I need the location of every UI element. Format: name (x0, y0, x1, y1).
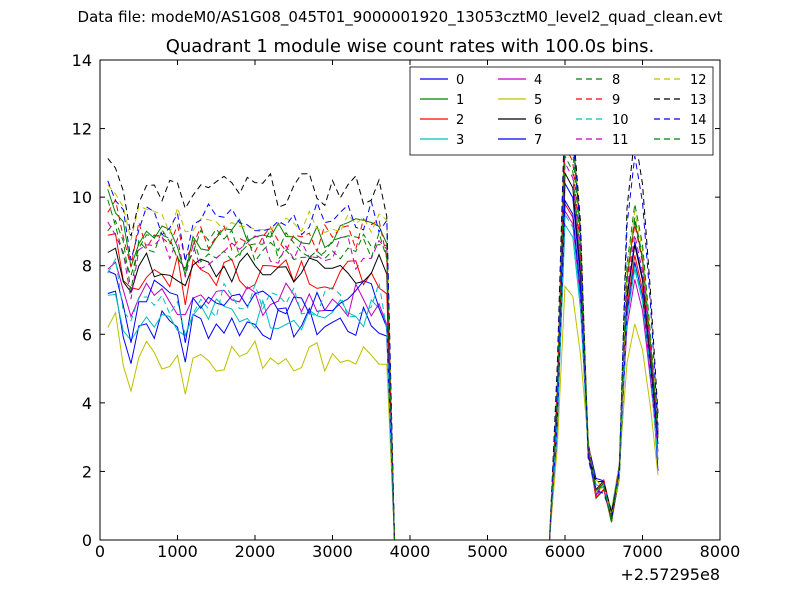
axis-ticks: 0 1000 2000 3000 4000 5000 6000 7000 80000246810… (72, 51, 741, 561)
legend-label-5: 5 (534, 93, 542, 108)
x-tick-label: 8000 (700, 542, 741, 561)
legend-label-1: 1 (456, 93, 464, 108)
legend-label-7: 7 (534, 133, 542, 148)
chart-title: Quadrant 1 module wise count rates with … (166, 36, 655, 57)
legend-label-14: 14 (690, 113, 707, 128)
y-tick-label: 6 (82, 325, 92, 344)
legend-label-12: 12 (690, 73, 707, 88)
plot-lines (107, 104, 659, 541)
x-tick-label: 3000 (312, 542, 353, 561)
legend-label-13: 13 (690, 93, 707, 108)
y-tick-label: 4 (82, 394, 92, 413)
y-tick-label: 0 (82, 531, 92, 550)
series-line-14 (107, 118, 659, 541)
series-line-10 (107, 212, 659, 541)
x-tick-label: 4000 (390, 542, 431, 561)
x-tick-label: 2000 (235, 542, 276, 561)
legend-label-0: 0 (456, 73, 464, 88)
x-tick-label: 0 (95, 542, 105, 561)
legend-label-15: 15 (690, 133, 707, 148)
x-tick-label: 6000 (545, 542, 586, 561)
x-offset-label: +2.57295e8 (620, 565, 720, 584)
series-line-4 (107, 209, 659, 541)
x-tick-label: 1000 (157, 542, 198, 561)
y-tick-label: 12 (72, 120, 92, 139)
series-line-2 (107, 202, 659, 541)
legend-label-10: 10 (612, 113, 629, 128)
series-line-5 (107, 284, 659, 541)
series-line-0 (107, 181, 659, 541)
series-line-6 (107, 171, 659, 541)
legend-label-2: 2 (456, 113, 464, 128)
legend-label-9: 9 (612, 93, 620, 108)
y-tick-label: 10 (72, 188, 92, 207)
x-tick-label: 5000 (467, 542, 508, 561)
legend-label-4: 4 (534, 73, 542, 88)
series-line-7 (107, 198, 659, 541)
x-tick-label: 7000 (622, 542, 663, 561)
y-tick-label: 2 (82, 462, 92, 481)
legend-label-8: 8 (612, 73, 620, 88)
legend-label-3: 3 (456, 133, 464, 148)
legend-label-6: 6 (534, 113, 542, 128)
y-tick-label: 8 (82, 257, 92, 276)
figure-suptitle: Data file: modeM0/AS1G08_045T01_90000019… (77, 8, 723, 26)
legend-label-11: 11 (612, 133, 629, 148)
y-tick-label: 14 (72, 51, 92, 70)
legend-box (409, 66, 714, 156)
